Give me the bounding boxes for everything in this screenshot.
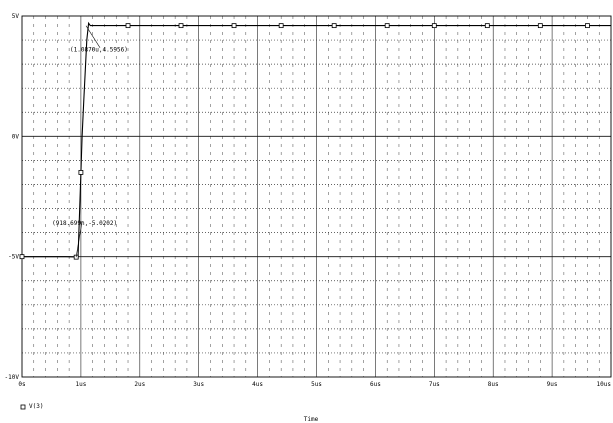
series-marker <box>331 23 337 29</box>
y-tick-labels: 5V 0V -5V -10V <box>5 13 20 381</box>
x-tick-label: 1us <box>75 381 86 388</box>
y-tick-label: -10V <box>5 374 20 381</box>
x-tick-label: 5us <box>311 381 322 388</box>
x-tick-label: 7us <box>429 381 440 388</box>
series-marker <box>537 23 543 29</box>
series-marker <box>78 170 84 175</box>
series-marker <box>278 23 284 29</box>
x-tick-label: 10us <box>597 381 612 388</box>
y-tick-label: 0V <box>12 133 20 140</box>
series-marker <box>431 23 437 29</box>
annotations: (1.0870u,4.5956) (918.699n,-5.0202) <box>52 25 128 258</box>
series-marker <box>585 23 590 29</box>
series-marker <box>384 23 390 29</box>
series-marker <box>178 23 184 29</box>
y-tick-label: -5V <box>8 254 19 261</box>
x-tick-label: 6us <box>370 381 381 388</box>
x-axis-label: Time <box>304 416 319 423</box>
series-layer <box>19 21 611 260</box>
grid <box>22 16 611 377</box>
series-marker <box>231 23 237 29</box>
plot-frame-border <box>21 15 612 378</box>
x-tick-label: 8us <box>488 381 499 388</box>
annotation-label: (918.699n,-5.0202) <box>52 220 117 227</box>
legend: V(3) <box>20 403 43 410</box>
x-tick-label: 0s <box>18 381 26 388</box>
plot-frame <box>21 15 612 378</box>
annotation-label: (1.0870u,4.5956) <box>70 47 128 54</box>
y-tick-label: 5V <box>12 13 20 20</box>
series-marker <box>19 254 25 260</box>
x-tick-label: 4us <box>252 381 263 388</box>
x-tick-label: 3us <box>193 381 204 388</box>
x-tick-labels: 0s 1us 2us 3us 4us 5us 6us 7us 8us 9us 10us <box>18 381 611 388</box>
legend-marker-icon <box>20 404 26 410</box>
series-marker <box>484 23 490 29</box>
series-marker <box>125 23 131 29</box>
annotation-leader <box>75 221 83 258</box>
legend-label: V(3) <box>29 403 43 410</box>
x-tick-label: 9us <box>547 381 558 388</box>
x-tick-label: 2us <box>134 381 145 388</box>
annotation-leader <box>85 25 101 48</box>
